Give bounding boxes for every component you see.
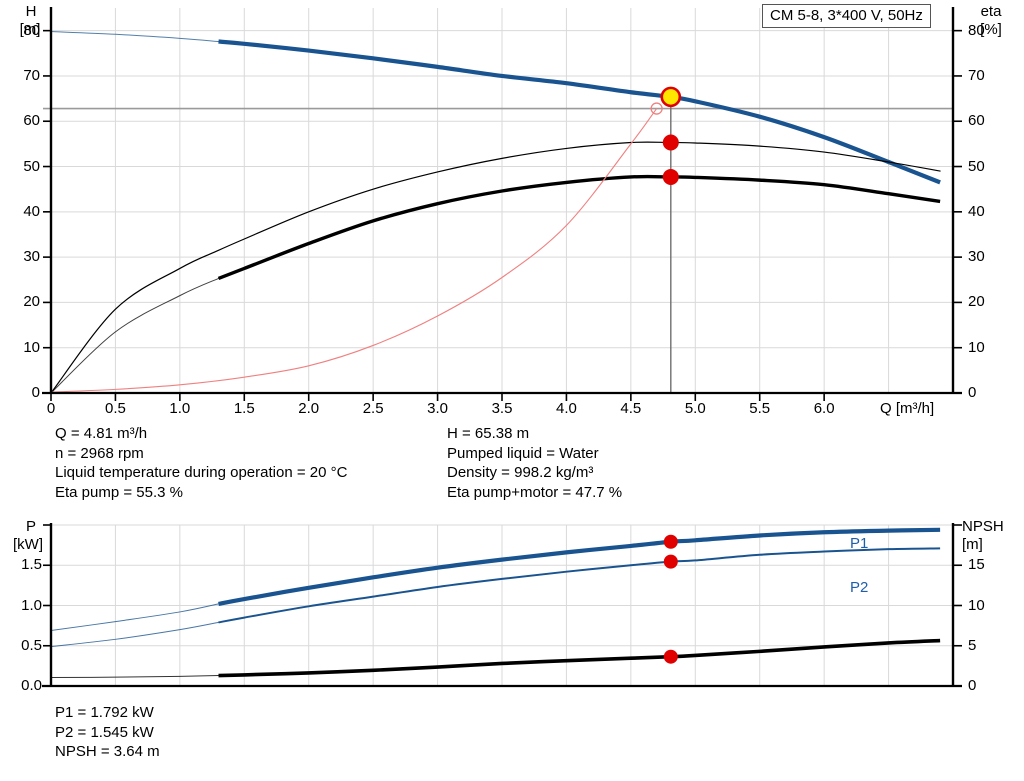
upper-y-left-tick-30: 30 bbox=[23, 248, 40, 266]
upper-y-left-tick-20: 20 bbox=[23, 293, 40, 311]
info-density: Density = 998.2 kg/m³ bbox=[447, 464, 594, 481]
upper-x-tick-0: 0 bbox=[46, 400, 56, 417]
info-eta-pump: Eta pump = 55.3 % bbox=[55, 483, 183, 501]
upper-y-right-tick-30: 30 bbox=[968, 248, 985, 266]
info-eta-pump-motor: Eta pump+motor = 47.7 % bbox=[447, 483, 623, 501]
lower-y-right-tick-5: 5 bbox=[968, 636, 977, 654]
upper-y-left-tick-10: 10 bbox=[23, 338, 40, 356]
lower-y-right-tick-0: 0 bbox=[968, 677, 977, 694]
upper-y-left-axis-label-line1: H bbox=[25, 3, 37, 20]
info-liquid-temperature: Liquid temperature during operation = 20… bbox=[55, 464, 348, 481]
upper-x-tick-4.5: 4.5 bbox=[620, 400, 642, 417]
upper-y-left-tick-70: 70 bbox=[23, 66, 40, 84]
upper-y-right-tick-60: 60 bbox=[968, 112, 985, 130]
info-pumped-liquid: Pumped liquid = Water bbox=[447, 444, 599, 462]
upper-x-tick-3.5: 3.5 bbox=[491, 400, 513, 417]
upper-x-axis-label: Q [m³/h] bbox=[880, 400, 935, 417]
upper-x-tick-3: 3.0 bbox=[427, 400, 448, 417]
upper-y-right-tick-70: 70 bbox=[968, 66, 985, 84]
lower-y-right-axis-label-line1: NPSH bbox=[962, 518, 1004, 535]
info-p2: P2 = 1.545 kW bbox=[55, 723, 154, 741]
upper-y-left-tick-60: 60 bbox=[23, 112, 40, 130]
upper-x-tick-2: 2.0 bbox=[298, 400, 320, 417]
lower-y-right-tick-15: 15 bbox=[968, 556, 985, 574]
upper-x-tick-6: 6.0 bbox=[813, 400, 835, 417]
duty-point-info-left: Q = 4.81 m³/h n = 2968 rpm Liquid temper… bbox=[55, 424, 347, 502]
upper-y-left-tick-40: 40 bbox=[23, 202, 40, 220]
lower-y-left-tick-0: 0.0 bbox=[21, 677, 42, 694]
lower-y-left-tick-1.5: 1.5 bbox=[21, 556, 42, 574]
upper-y-right-tick-0: 0 bbox=[968, 384, 977, 401]
upper-y-left-tick-50: 50 bbox=[23, 157, 40, 175]
upper-x-tick-5.5: 5.5 bbox=[749, 400, 771, 417]
upper-x-tick-1.5: 1.5 bbox=[233, 400, 255, 417]
info-h: H = 65.38 m bbox=[447, 425, 530, 442]
info-p1: P1 = 1.792 kW bbox=[55, 704, 154, 721]
upper-y-right-tick-50: 50 bbox=[968, 157, 985, 175]
upper-y-right-tick-10: 10 bbox=[968, 338, 985, 356]
upper-y-right-tick-40: 40 bbox=[968, 202, 985, 220]
upper-y-right-axis-label-line1: eta bbox=[980, 3, 1002, 20]
upper-x-tick-5: 5.0 bbox=[684, 400, 706, 417]
upper-x-tick-1: 1.0 bbox=[169, 400, 191, 417]
upper-x-tick-4: 4.0 bbox=[555, 400, 577, 417]
lower-y-right-tick-10: 10 bbox=[968, 596, 985, 614]
upper-y-right-tick-20: 20 bbox=[968, 293, 985, 311]
lower-y-left-tick-0.5: 0.5 bbox=[21, 636, 42, 654]
lower-y-left-tick-1: 1.0 bbox=[21, 596, 42, 614]
upper-x-tick-2.5: 2.5 bbox=[362, 400, 384, 417]
upper-y-right-axis-label-line2: [%] bbox=[980, 21, 1002, 38]
power-npsh-chart bbox=[42, 523, 962, 688]
upper-y-right-tick-80: 80 bbox=[968, 21, 985, 39]
lower-y-left-axis-label-line1: P bbox=[25, 518, 36, 535]
upper-y-left-tick-80: 80 bbox=[23, 21, 40, 39]
lower-y-left-axis-label-line2: [kW] bbox=[13, 536, 43, 553]
info-q: Q = 4.81 m³/h bbox=[55, 425, 148, 442]
info-npsh: NPSH = 3.64 m bbox=[55, 743, 160, 760]
head-efficiency-chart bbox=[42, 7, 962, 401]
power-info-block: P1 = 1.792 kW P2 = 1.545 kW NPSH = 3.64 … bbox=[55, 703, 160, 762]
lower-y-right-axis-label-line2: [m] bbox=[962, 536, 983, 553]
pump-model-title: CM 5-8, 3*400 V, 50Hz bbox=[762, 4, 931, 28]
p1-curve-label: P1 bbox=[850, 535, 869, 552]
upper-y-left-tick-0: 0 bbox=[31, 384, 40, 401]
info-n: n = 2968 rpm bbox=[55, 444, 144, 462]
duty-point-info-right: H = 65.38 m Pumped liquid = Water Densit… bbox=[447, 424, 622, 502]
upper-y-left-axis-label-line2: [m] bbox=[19, 21, 41, 38]
upper-x-tick-0.5: 0.5 bbox=[104, 400, 126, 417]
p2-curve-label: P2 bbox=[850, 579, 869, 596]
